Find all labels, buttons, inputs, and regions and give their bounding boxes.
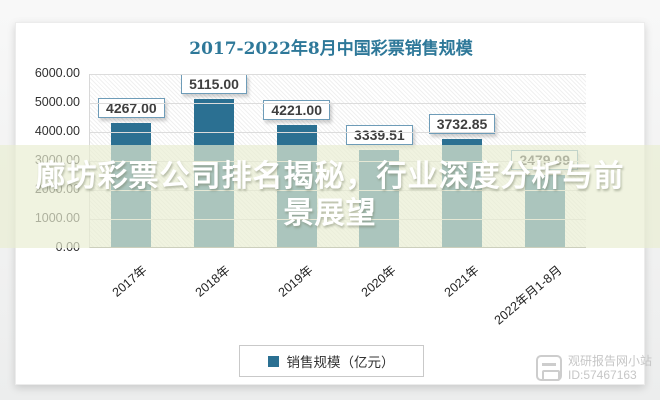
value-label: 3339.51 <box>346 125 413 145</box>
x-axis-tick: 2021年 <box>441 263 482 300</box>
legend: 销售规模（亿元） <box>238 345 424 377</box>
chart-title: 2017-2022年8月中国彩票销售规模 <box>189 39 473 59</box>
overlay-text-band: 廊坊彩票公司排名揭秘，行业深度分析与前 景展望 <box>0 145 660 248</box>
value-label: 3732.85 <box>428 114 496 134</box>
x-axis-tick: 2020年 <box>358 263 399 300</box>
watermark-site-name: 观研报告网小站 <box>567 354 652 368</box>
legend-row: 销售规模（亿元） <box>16 345 646 377</box>
overlay-text-line-1: 廊坊彩票公司排名揭秘，行业深度分析与前 <box>35 160 625 193</box>
overlay-text-line-2: 景展望 <box>283 197 377 230</box>
watermark: 观研报告网小站 ID:57467163 <box>535 354 652 382</box>
y-axis-tick: 5000.00 <box>34 95 80 109</box>
value-label: 5115.00 <box>181 74 247 94</box>
x-axis-tick: 2018年 <box>192 263 233 300</box>
legend-label: 销售规模（亿元） <box>286 355 395 370</box>
gridline <box>90 103 586 104</box>
x-axis-tick: 2019年 <box>275 263 316 300</box>
y-axis-tick: 6000.00 <box>34 66 80 80</box>
x-axis: 2017年 2018年 2019年 2020年 2021年 2022年月1-8月 <box>89 254 586 327</box>
watermark-id: ID:57467163 <box>567 368 637 382</box>
y-axis-tick: 4000.00 <box>34 124 80 138</box>
legend-marker-icon <box>267 355 279 367</box>
x-axis-tick: 2017年 <box>110 263 150 300</box>
value-label: 4267.00 <box>98 98 165 118</box>
gridline <box>90 74 586 75</box>
value-label: 4221.00 <box>263 100 330 120</box>
gridline <box>90 132 586 133</box>
x-axis-tick: 2022年月1-8月 <box>491 263 565 328</box>
watermark-logo-icon <box>535 355 562 381</box>
